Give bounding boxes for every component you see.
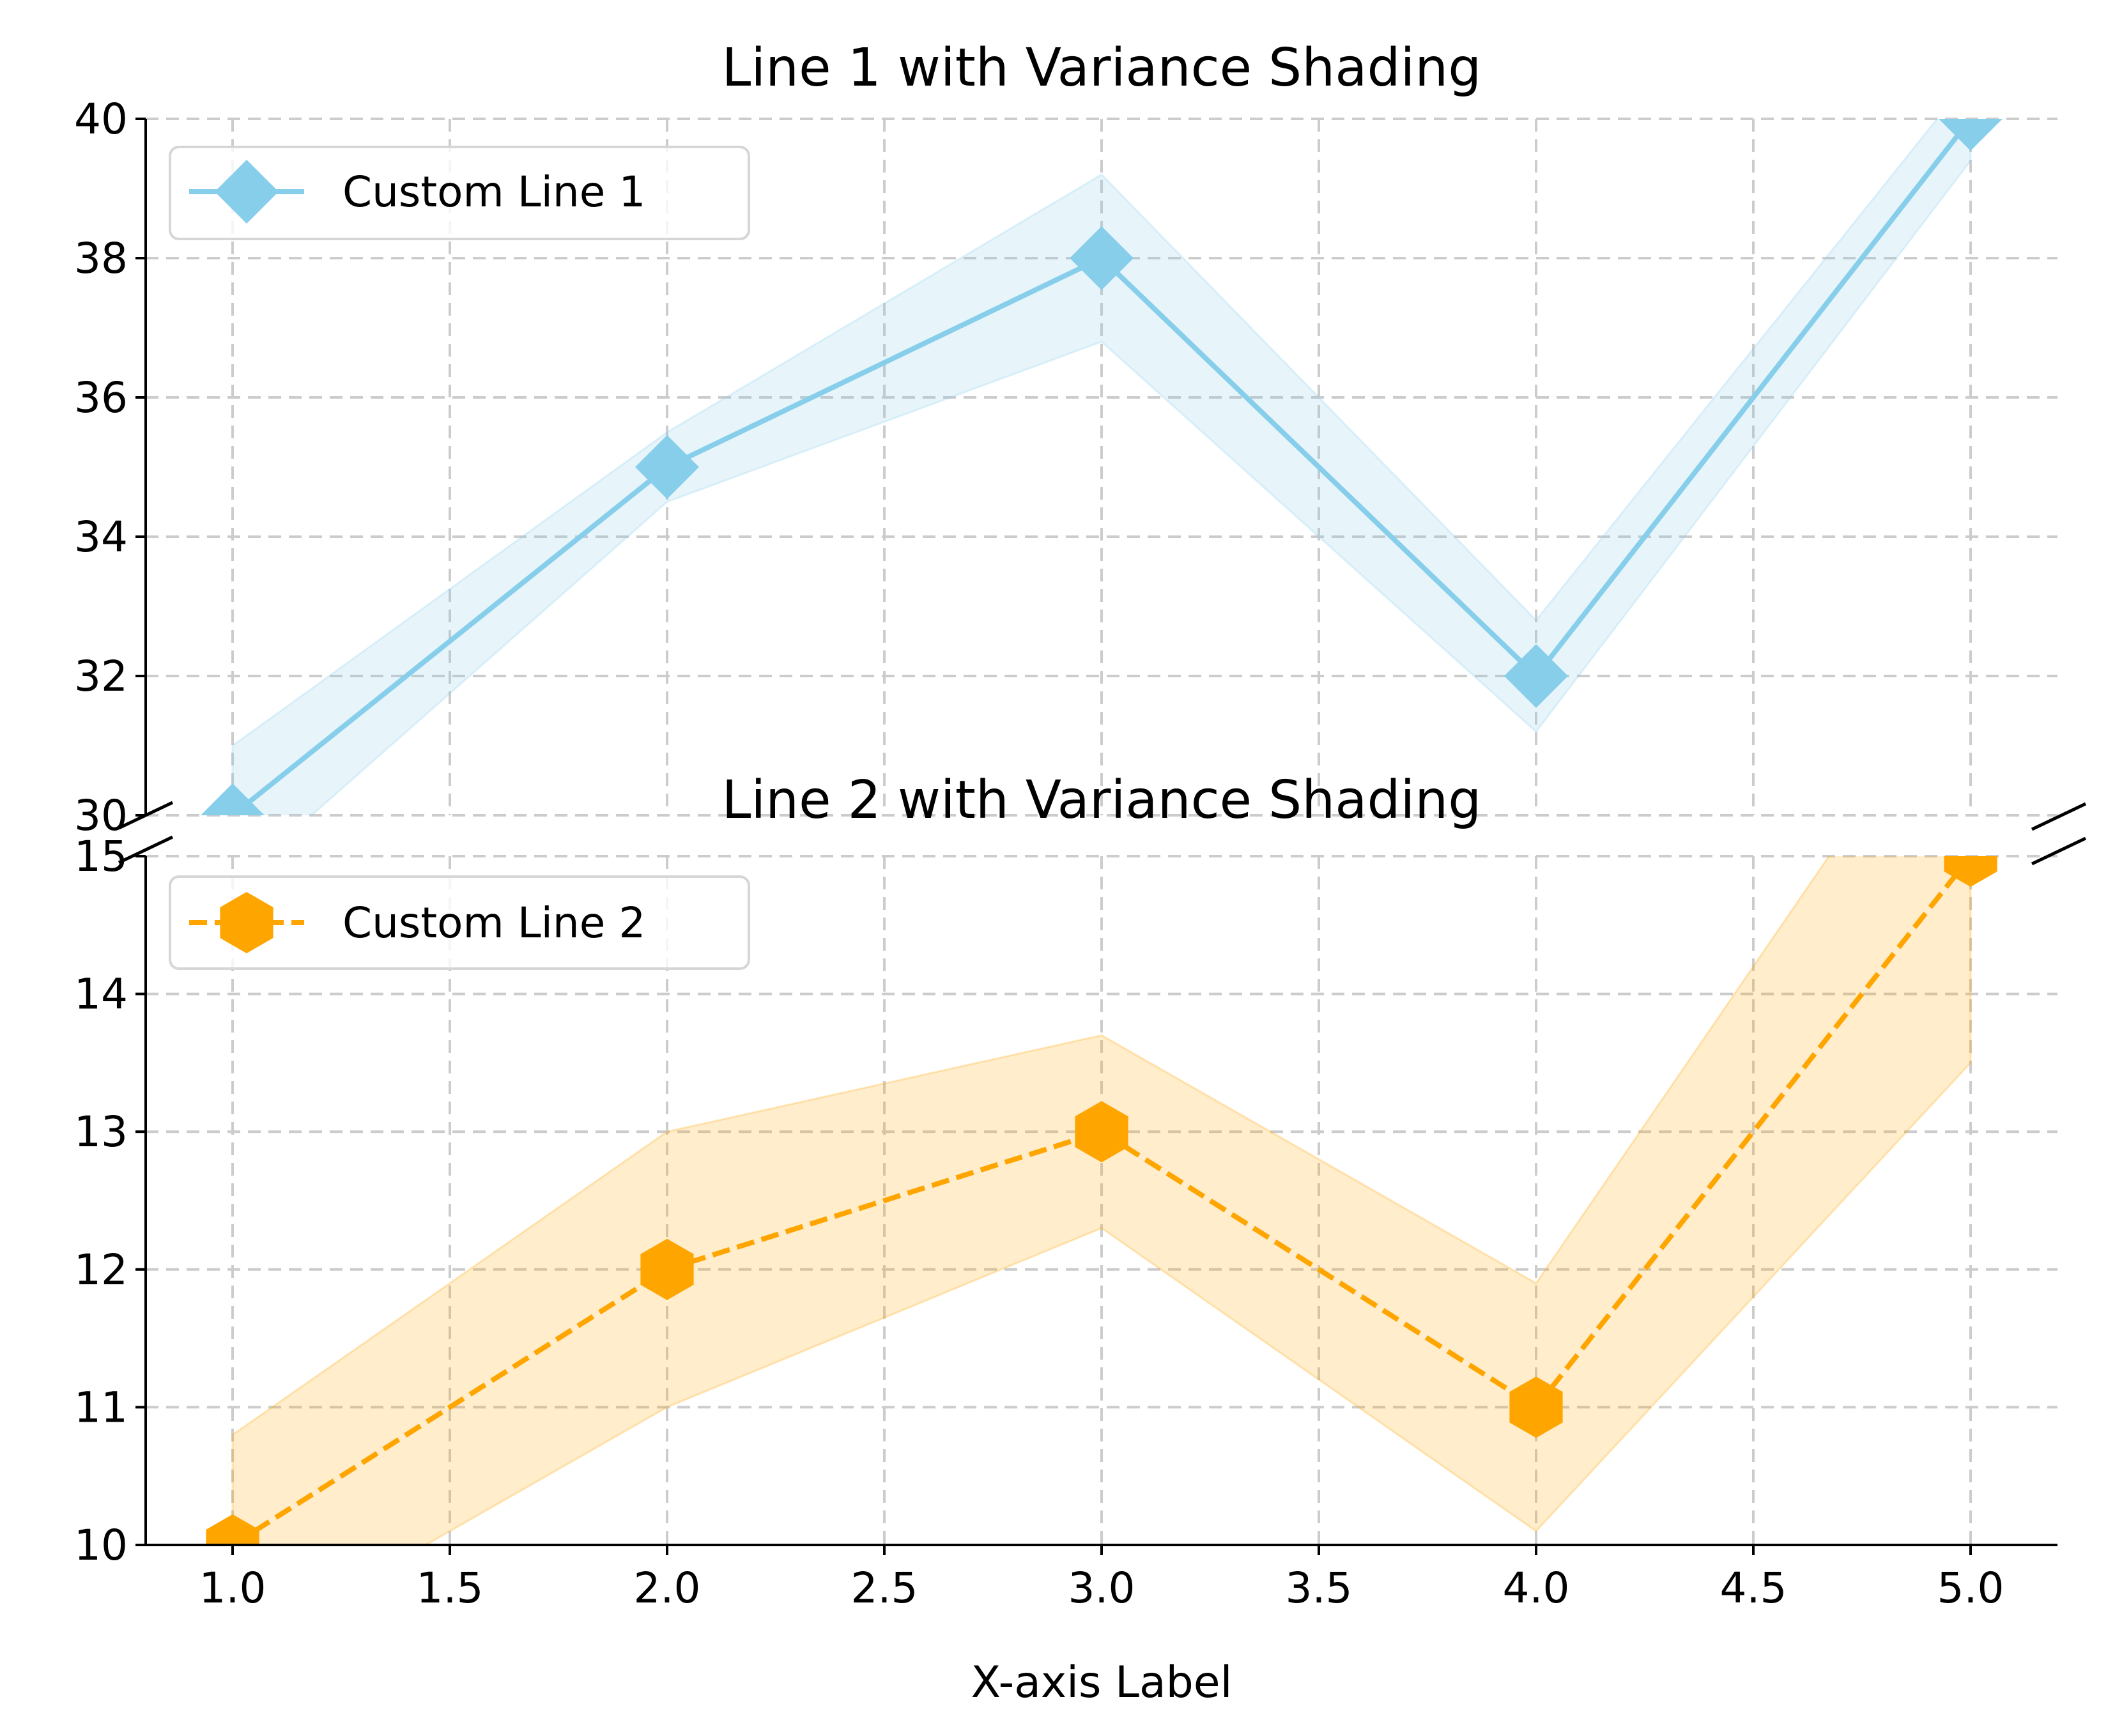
bottom-y-tick-label: 12 xyxy=(74,1245,128,1294)
top-legend-diamond-marker xyxy=(215,160,279,224)
bottom-data-point xyxy=(1944,856,1997,887)
bottom-legend: Custom Line 2 xyxy=(169,875,750,970)
top-y-tick-label: 40 xyxy=(74,95,128,144)
top-y-tick-label: 32 xyxy=(74,652,128,701)
axis-break-mark-left-top xyxy=(118,801,174,830)
bottom-legend-box xyxy=(169,875,750,970)
x-tick-label: 5.0 xyxy=(1937,1563,2004,1613)
bottom-series-line xyxy=(231,856,1973,1545)
axis-break-mark-left-bottom xyxy=(118,835,174,864)
top-data-point xyxy=(1939,119,2003,151)
top-data-point xyxy=(1504,644,1568,708)
axis-break-mark-right-top xyxy=(2031,802,2087,831)
x-tick-label: 2.5 xyxy=(851,1563,918,1613)
bottom-y-ticks: 10 11 12 13 14 15 xyxy=(74,832,146,1570)
bottom-x-ticks: 1.0 1.5 2.0 2.5 3.0 3.5 4.0 4.5 5.0 xyxy=(199,1545,2004,1613)
x-tick-label: 4.0 xyxy=(1503,1563,1570,1613)
top-variance-band xyxy=(231,119,1972,815)
bottom-data-point xyxy=(640,1238,694,1300)
top-y-tick-label: 38 xyxy=(74,234,128,283)
top-plot-area xyxy=(201,119,2003,815)
top-legend-label: Custom Line 1 xyxy=(342,167,645,217)
bottom-variance-band xyxy=(231,856,1972,1545)
x-tick-label: 1.0 xyxy=(199,1563,266,1613)
top-data-point xyxy=(635,435,699,499)
bottom-data-point xyxy=(206,1514,259,1545)
x-tick-label: 2.0 xyxy=(634,1563,701,1613)
top-chart-title: Line 1 with Variance Shading xyxy=(722,38,1482,98)
bottom-y-tick-label: 10 xyxy=(74,1521,128,1570)
top-chart: 30 32 34 36 38 40 Line 1 with Variance Shadin… xyxy=(74,38,2057,840)
x-tick-label: 4.5 xyxy=(1720,1563,1787,1613)
top-y-tick-label: 30 xyxy=(74,791,128,840)
top-legend-box xyxy=(169,146,750,240)
axis-break-marks xyxy=(118,801,2087,866)
bottom-data-point xyxy=(1509,1376,1563,1438)
top-legend: Custom Line 1 xyxy=(169,146,750,240)
top-data-point xyxy=(201,783,265,815)
top-data-point xyxy=(1070,226,1134,290)
bottom-data-point xyxy=(1075,1101,1128,1163)
bottom-y-tick-label: 14 xyxy=(74,970,128,1019)
bottom-chart-title: Line 2 with Variance Shading xyxy=(722,770,1482,831)
bottom-legend-hexagon-marker xyxy=(220,892,273,953)
top-y-ticks: 30 32 34 36 38 40 xyxy=(74,95,146,840)
top-y-tick-label: 34 xyxy=(74,512,128,562)
bottom-legend-label: Custom Line 2 xyxy=(342,898,645,948)
x-tick-label: 3.0 xyxy=(1068,1563,1135,1613)
bottom-chart: 10 11 12 13 14 15 1.0 1.5 2.0 2.5 3.0 3.5 4.0 4.5 5.0… xyxy=(74,770,2057,1708)
top-y-tick-label: 36 xyxy=(74,373,128,422)
x-axis-label: X-axis Label xyxy=(971,1657,1232,1708)
bottom-y-tick-label: 13 xyxy=(74,1107,128,1156)
bottom-plot-area xyxy=(206,856,1997,1545)
x-tick-label: 3.5 xyxy=(1286,1563,1353,1613)
x-tick-label: 1.5 xyxy=(417,1563,484,1613)
bottom-y-tick-label: 11 xyxy=(74,1383,128,1432)
axis-break-mark-right-bottom xyxy=(2031,836,2087,866)
bottom-y-tick-label: 15 xyxy=(74,832,128,881)
